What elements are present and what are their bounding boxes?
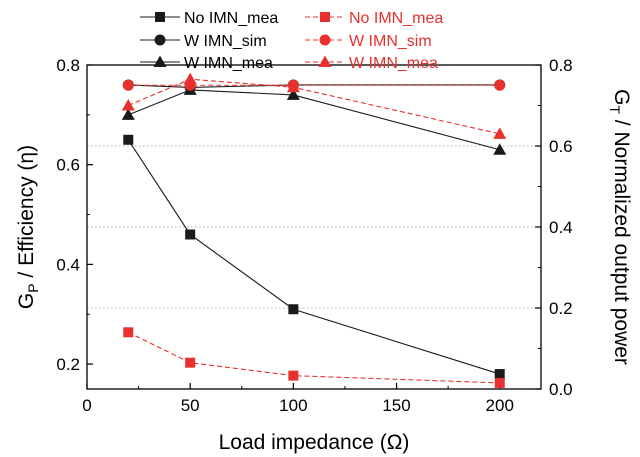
legend: No IMN_mea W IMN_sim W IMN_mea No IMN_mea W … — [140, 10, 443, 72]
data-point — [183, 72, 197, 85]
data-point — [121, 99, 135, 111]
y-left-tick-label: 0.6 — [56, 156, 80, 175]
legend-item: W IMN_sim — [140, 33, 267, 50]
data-point — [185, 357, 196, 368]
series-group — [121, 72, 507, 388]
legend-item: W IMN_sim — [305, 33, 432, 50]
legend-marker — [319, 34, 331, 46]
legend-label: W IMN_mea — [184, 55, 273, 72]
legend-label: No IMN_mea — [184, 10, 278, 27]
y-left-tick-label: 0.2 — [56, 355, 80, 374]
y-axis-right-title: GT / Normalized output power — [607, 89, 633, 365]
y-axis-left-title: GP / Efficiency (η) — [15, 145, 41, 309]
data-point — [493, 127, 507, 139]
data-point — [494, 377, 505, 388]
legend-item: W IMN_mea — [305, 55, 438, 72]
y-left-tick-label: 0.8 — [56, 56, 80, 75]
legend-item: No IMN_mea — [305, 10, 443, 27]
series-5 — [121, 72, 507, 139]
data-point — [286, 88, 300, 100]
legend-marker — [153, 55, 167, 67]
data-point — [286, 80, 300, 93]
data-point — [123, 327, 134, 338]
data-point — [494, 369, 505, 380]
legend-marker — [318, 55, 332, 67]
y-right-tick-label: 0.6 — [549, 137, 573, 156]
legend-marker — [154, 34, 166, 46]
data-point — [122, 79, 134, 91]
legend-label: W IMN_sim — [349, 33, 432, 50]
legend-label: W IMN_mea — [349, 55, 438, 72]
series-line — [128, 78, 500, 135]
data-point — [288, 304, 299, 315]
legend-label: W IMN_sim — [184, 33, 267, 50]
y-right-tick-label: 0.0 — [549, 380, 573, 399]
legend-marker — [320, 12, 330, 22]
data-point — [493, 143, 507, 155]
y-right-tick-label: 0.4 — [549, 218, 573, 237]
axes: 0 50 100 150 200 0.2 0.4 0.6 0.8 0.0 0.2 0.4 0.6 0.8 — [56, 56, 572, 415]
x-tick-label: 150 — [382, 396, 410, 415]
grid — [87, 145, 541, 309]
data-point — [123, 134, 134, 145]
x-tick-label: 200 — [486, 396, 514, 415]
series-2 — [121, 83, 507, 155]
x-tick-label: 50 — [181, 396, 200, 415]
data-point — [494, 79, 506, 91]
series-line — [128, 89, 500, 151]
y-left-tick-label: 0.4 — [56, 255, 80, 274]
data-point — [288, 370, 299, 381]
legend-item: No IMN_mea — [140, 10, 278, 27]
legend-label: No IMN_mea — [349, 10, 443, 27]
y-right-tick-label: 0.2 — [549, 299, 573, 318]
data-point — [185, 229, 196, 240]
x-tick-label: 100 — [279, 396, 307, 415]
x-axis-title: Load impedance (Ω) — [219, 431, 410, 454]
data-point — [121, 108, 135, 120]
series-0 — [123, 134, 505, 380]
series-line — [128, 331, 500, 384]
series-1 — [122, 79, 506, 93]
legend-marker — [155, 12, 165, 22]
y-right-tick-label: 0.8 — [549, 56, 573, 75]
x-tick-label: 0 — [82, 396, 91, 415]
legend-item: W IMN_mea — [140, 55, 273, 72]
series-3 — [123, 327, 505, 388]
series-line — [127, 139, 500, 375]
